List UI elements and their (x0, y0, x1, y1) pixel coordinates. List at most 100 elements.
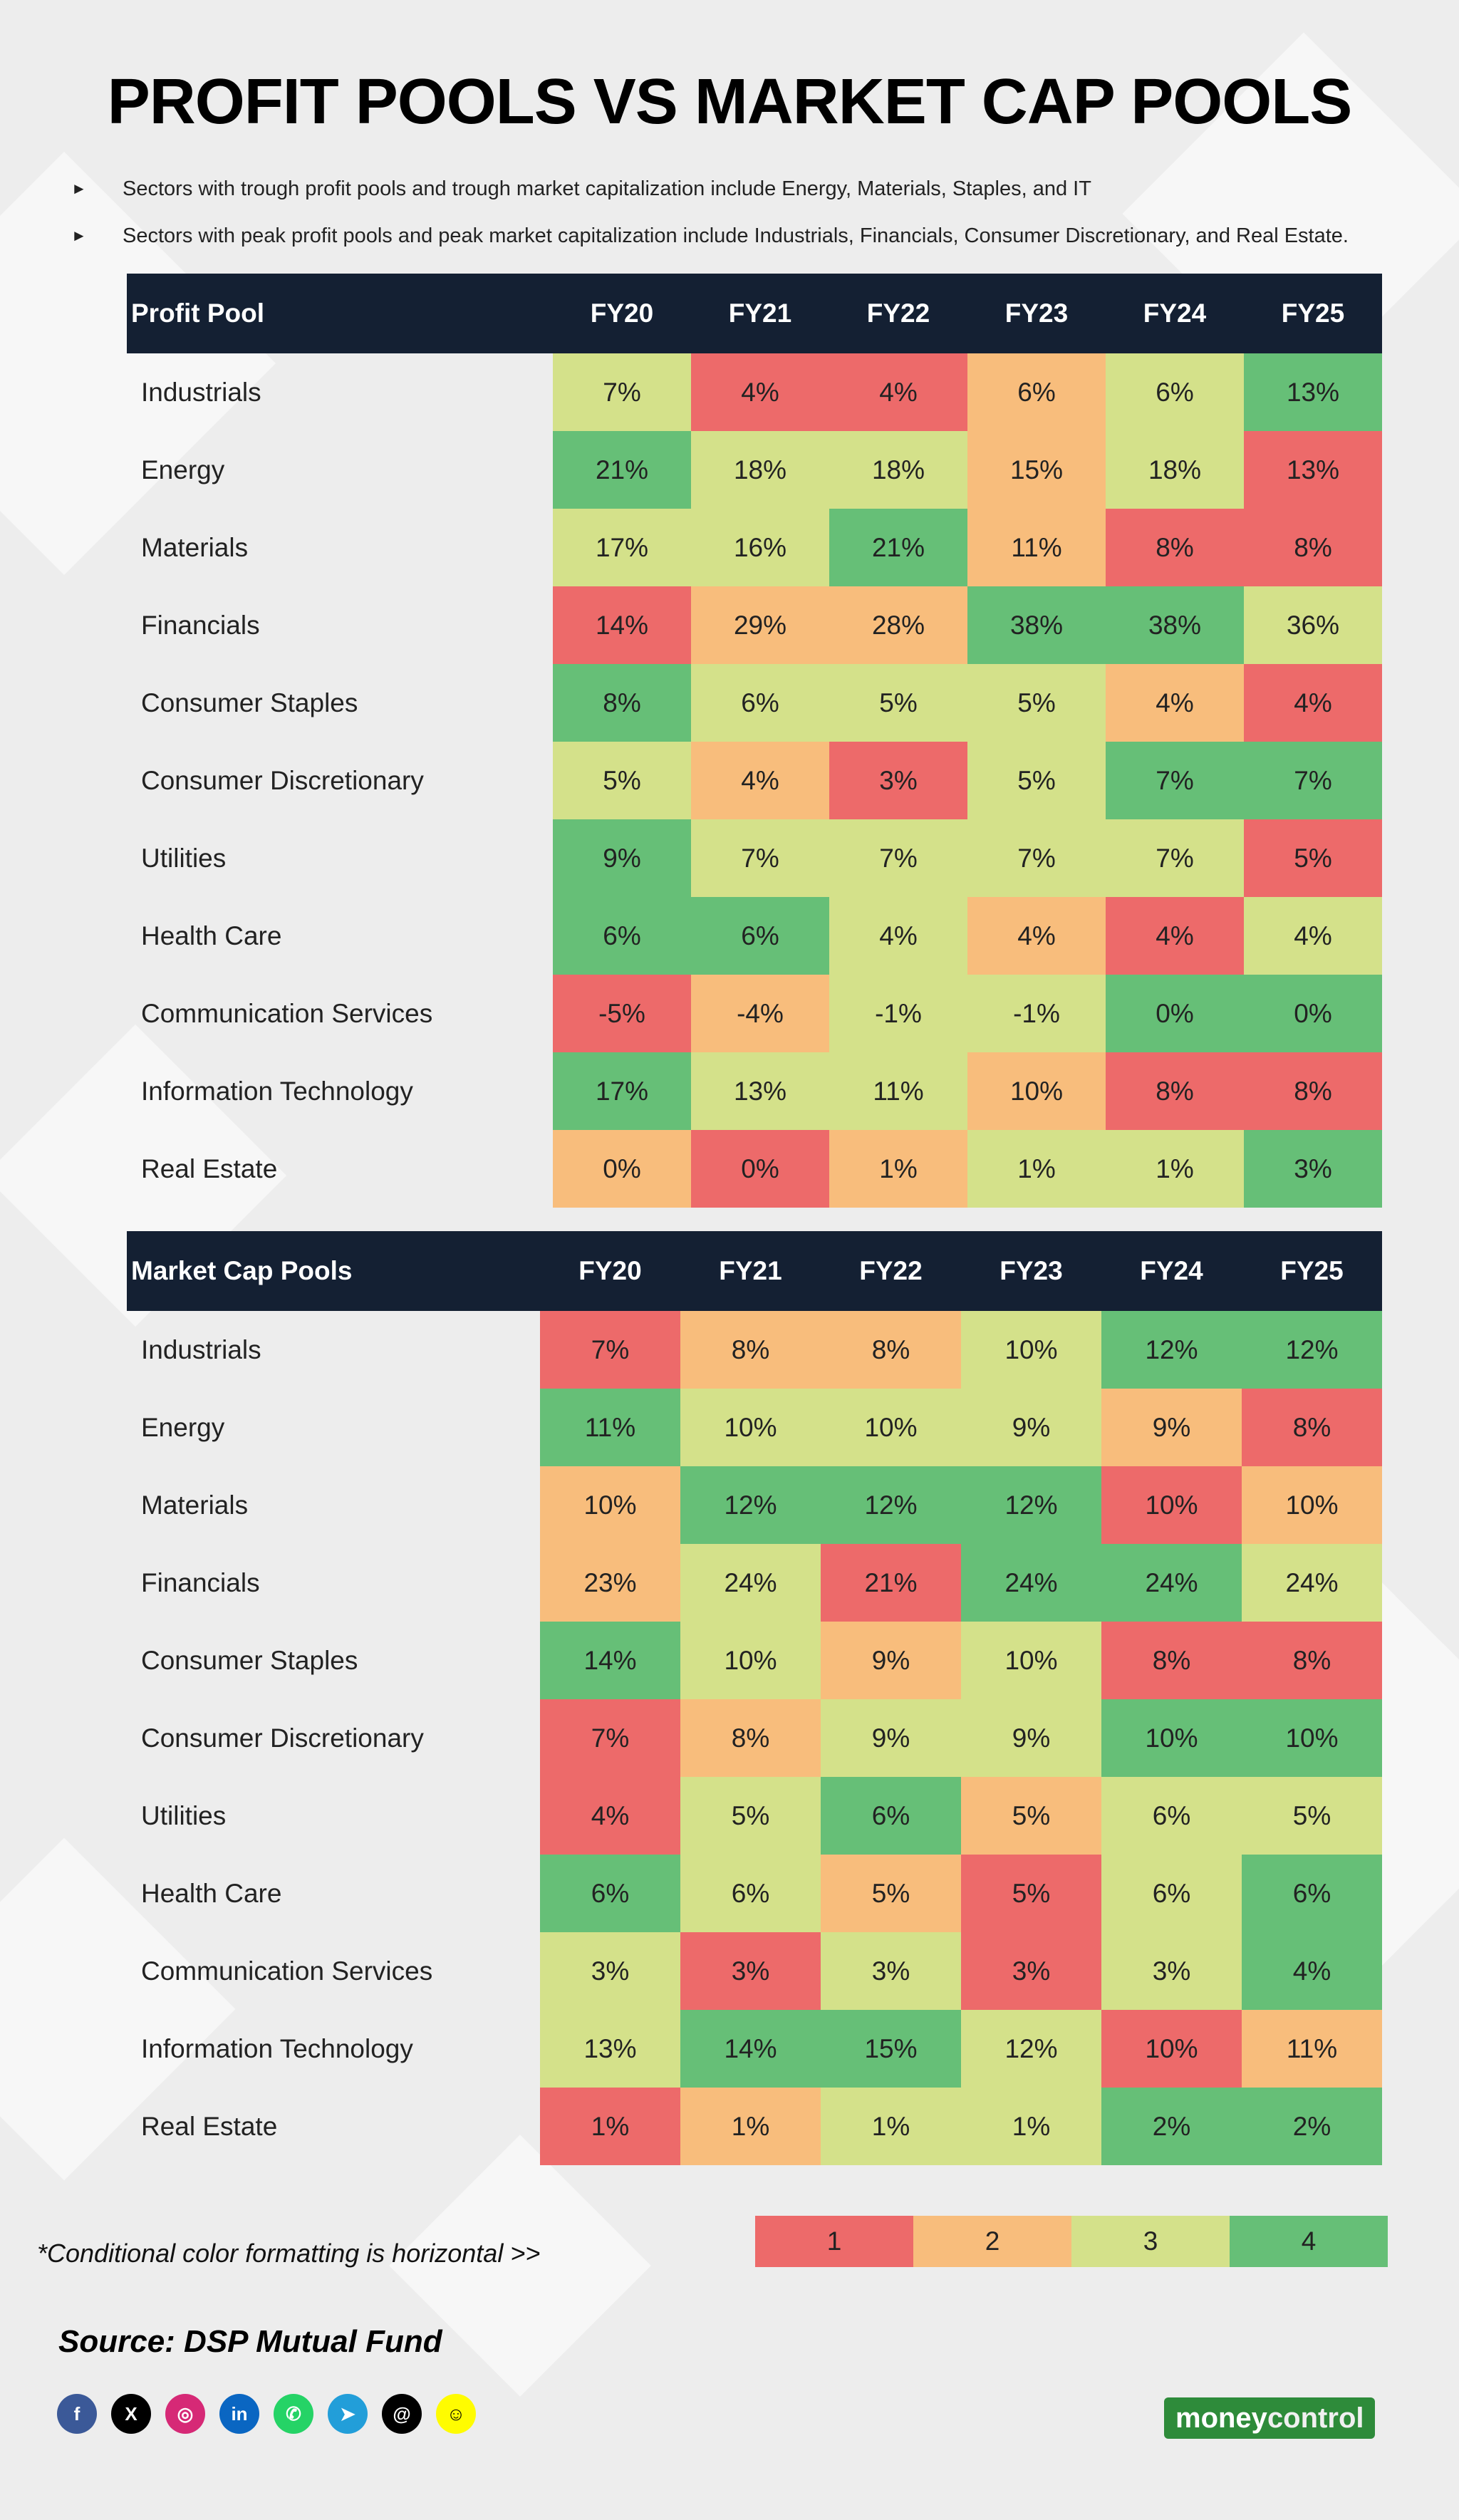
table-row: Materials 17% 16% 21% 11% 8% 8% (127, 509, 1382, 586)
heat-cell: 0% (1106, 975, 1244, 1052)
heat-cell: 9% (821, 1699, 961, 1777)
heat-cell: 0% (553, 1130, 691, 1208)
heat-cell: 14% (553, 586, 691, 664)
sector-label: Consumer Staples (141, 688, 358, 717)
table-row: Materials 10% 12% 12% 12% 10% 10% (127, 1466, 1382, 1544)
heat-cell: 10% (540, 1466, 680, 1544)
heat-cell: 2% (1101, 2088, 1242, 2165)
sector-label: Communication Services (141, 998, 433, 1028)
sector-label: Industrials (141, 377, 261, 407)
profit-pool-body: Industrials 7% 4% 4% 6% 6% 13% Energy 21% 18% 18% 1… (127, 353, 1382, 1208)
heat-cell: 2% (1242, 2088, 1382, 2165)
heat-cell: 8% (1242, 1622, 1382, 1699)
heat-cell: 4% (1106, 897, 1244, 975)
legend-swatch: 1 (755, 2216, 913, 2267)
table-row: Real Estate 0% 0% 1% 1% 1% 3% (127, 1130, 1382, 1208)
table-row: Real Estate 1% 1% 1% 1% 2% 2% (127, 2088, 1382, 2165)
sector-label: Health Care (141, 921, 282, 950)
column-header: FY23 (967, 274, 1106, 353)
bullet-item: ► Sectors with trough profit pools and t… (71, 165, 1425, 212)
sector-label: Industrials (141, 1334, 261, 1364)
heat-cell: 11% (829, 1052, 967, 1130)
heat-cell: 28% (829, 586, 967, 664)
whatsapp-icon[interactable]: ✆ (274, 2394, 313, 2434)
moneycontrol-logo[interactable]: money control (1164, 2397, 1376, 2439)
heat-cell: -1% (829, 975, 967, 1052)
heat-cell: 7% (1106, 742, 1244, 819)
snapchat-icon[interactable]: ☺ (436, 2394, 476, 2434)
heat-cell: 9% (961, 1699, 1101, 1777)
column-header: FY22 (821, 1231, 961, 1311)
threads-icon[interactable]: @ (382, 2394, 422, 2434)
sector-label: Real Estate (141, 2111, 278, 2141)
heat-cell: 4% (967, 897, 1106, 975)
column-header: FY20 (553, 274, 691, 353)
market-cap-pools-title: Market Cap Pools (127, 1231, 540, 1311)
heat-cell: 4% (1106, 664, 1244, 742)
facebook-icon[interactable]: f (57, 2394, 97, 2434)
table-row: Consumer Discretionary 7% 8% 9% 9% 10% 10% (127, 1699, 1382, 1777)
heat-cell: 24% (680, 1544, 821, 1622)
sector-label: Communication Services (141, 1956, 433, 1986)
heat-cell: 14% (540, 1622, 680, 1699)
x-icon[interactable]: X (111, 2394, 151, 2434)
heat-cell: 6% (680, 1855, 821, 1932)
table-row: Information Technology 17% 13% 11% 10% 8% 8% (127, 1052, 1382, 1130)
heat-cell: 8% (1244, 1052, 1382, 1130)
sector-label: Materials (141, 532, 249, 562)
heat-cell: 18% (829, 431, 967, 509)
sector-label: Consumer Discretionary (141, 1723, 424, 1753)
heat-cell: 4% (1244, 664, 1382, 742)
heat-cell: 0% (691, 1130, 829, 1208)
heat-cell: 14% (680, 2010, 821, 2088)
heat-cell: 7% (540, 1699, 680, 1777)
heat-cell: 7% (553, 353, 691, 431)
heat-cell: 4% (691, 353, 829, 431)
heat-cell: 24% (1242, 1544, 1382, 1622)
heat-cell: 4% (829, 897, 967, 975)
column-header: FY22 (829, 274, 967, 353)
heat-cell: 10% (680, 1622, 821, 1699)
heat-cell: 15% (821, 2010, 961, 2088)
sector-label: Consumer Discretionary (141, 765, 424, 795)
column-header: FY20 (540, 1231, 680, 1311)
heat-cell: 5% (967, 664, 1106, 742)
table-row: Information Technology 13% 14% 15% 12% 10% 11% (127, 2010, 1382, 2088)
footnote: *Conditional color formatting is horizon… (37, 2239, 541, 2268)
social-links: f X ◎ in ✆ ➤ @ ☺ (57, 2394, 476, 2434)
table-row: Industrials 7% 4% 4% 6% 6% 13% (127, 353, 1382, 431)
heat-cell: 15% (967, 431, 1106, 509)
table-row: Energy 21% 18% 18% 15% 18% 13% (127, 431, 1382, 509)
table-row: Consumer Staples 14% 10% 9% 10% 8% 8% (127, 1622, 1382, 1699)
heat-cell: 3% (829, 742, 967, 819)
heat-cell: 8% (1101, 1622, 1242, 1699)
instagram-icon[interactable]: ◎ (165, 2394, 205, 2434)
heat-cell: 7% (691, 819, 829, 897)
heat-cell: 1% (540, 2088, 680, 2165)
linkedin-icon[interactable]: in (219, 2394, 259, 2434)
legend-swatch: 3 (1071, 2216, 1230, 2267)
table-row: Communication Services 3% 3% 3% 3% 3% 4% (127, 1932, 1382, 2010)
heat-cell: 10% (1101, 1466, 1242, 1544)
column-header: FY21 (680, 1231, 821, 1311)
sector-label: Financials (141, 1567, 260, 1597)
heat-cell: 5% (961, 1777, 1101, 1855)
heat-cell: 8% (821, 1311, 961, 1389)
heat-cell: 23% (540, 1544, 680, 1622)
table-row: Financials 14% 29% 28% 38% 38% 36% (127, 586, 1382, 664)
heat-cell: 11% (967, 509, 1106, 586)
heat-cell: 18% (1106, 431, 1244, 509)
heat-cell: 12% (961, 1466, 1101, 1544)
heat-cell: 4% (691, 742, 829, 819)
column-header: FY25 (1242, 1231, 1382, 1311)
heat-cell: 8% (1106, 1052, 1244, 1130)
heat-cell: 5% (829, 664, 967, 742)
heat-cell: 7% (540, 1311, 680, 1389)
sector-label: Materials (141, 1490, 249, 1520)
heat-cell: 21% (821, 1544, 961, 1622)
heat-cell: 7% (1244, 742, 1382, 819)
table-row: Health Care 6% 6% 4% 4% 4% 4% (127, 897, 1382, 975)
telegram-icon[interactable]: ➤ (328, 2394, 368, 2434)
heat-cell: 8% (680, 1699, 821, 1777)
heat-cell: 10% (1101, 2010, 1242, 2088)
